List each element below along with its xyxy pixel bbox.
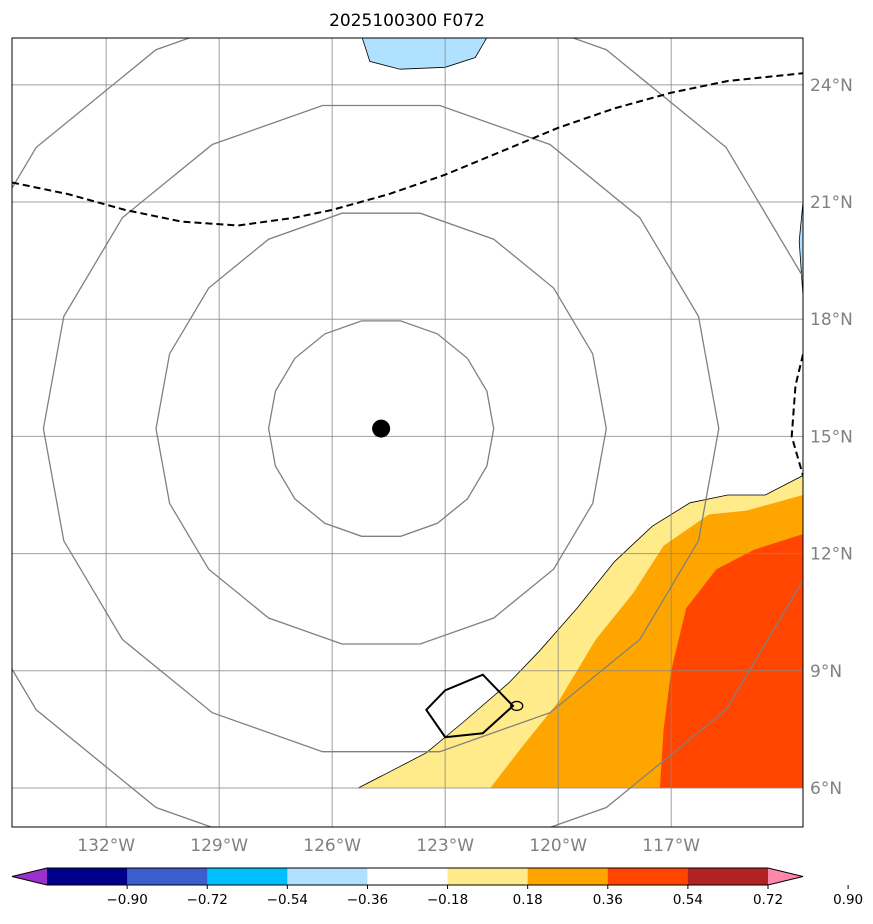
- colorbar-segment: [367, 868, 449, 885]
- colorbar-tick-label: −0.36: [347, 892, 388, 908]
- latitude-label: 6°N: [810, 779, 842, 799]
- colorbar-segment: [607, 868, 689, 885]
- latitude-label: 18°N: [810, 310, 853, 330]
- dashed-contour: [12, 72, 803, 227]
- map-title: 2025100300 F072: [329, 11, 485, 31]
- colorbar-segment: [127, 868, 208, 885]
- dashed-contour-east: [790, 354, 803, 476]
- longitude-label: 120°W: [529, 836, 587, 856]
- latitude-label: 9°N: [810, 662, 842, 682]
- longitude-label: 117°W: [642, 836, 700, 856]
- latitude-label: 12°N: [810, 545, 853, 565]
- map-plot-area: [12, 38, 803, 827]
- colorbar-tick-label: 0.36: [593, 892, 623, 908]
- colorbar-tick-label: 0.90: [833, 892, 863, 908]
- colorbar-tick-label: 0.54: [673, 892, 703, 908]
- colorbar-extend-high: [768, 868, 803, 885]
- center-marker: [372, 419, 391, 438]
- longitude-labels: 132°W 129°W 126°W 123°W 120°W 117°W: [77, 836, 700, 856]
- longitude-label: 132°W: [77, 836, 135, 856]
- map-frame: [11, 37, 804, 828]
- colorbar-tick-label: 0.18: [513, 892, 543, 908]
- range-ring: [155, 212, 607, 645]
- small-contour-polygon: [425, 673, 515, 739]
- colorbar-tick-label: 0.72: [753, 892, 783, 908]
- range-ring: [12, 38, 803, 827]
- colorbar-segment: [287, 868, 368, 885]
- colorbar-segment: [47, 868, 128, 885]
- colorbar-tick-label: −0.54: [267, 892, 308, 908]
- longitude-label: 123°W: [416, 836, 474, 856]
- longitude-label: 126°W: [303, 836, 361, 856]
- colorbar-extend-low: [12, 868, 47, 885]
- colorbar-segment: [447, 868, 529, 885]
- colorbar-outline: [11, 867, 804, 886]
- longitude-label: 129°W: [190, 836, 248, 856]
- colorbar-tick-label: −0.90: [106, 892, 147, 908]
- latitude-labels: 24°N 21°N 18°N 15°N 12°N 9°N 6°N: [810, 76, 853, 799]
- range-ring: [267, 320, 495, 537]
- latitude-label: 15°N: [810, 427, 853, 447]
- range-ring: [42, 104, 720, 753]
- colorbar-segment: [207, 868, 288, 885]
- latitude-label: 21°N: [810, 193, 853, 213]
- colorbar-segment: [687, 868, 769, 885]
- colorbar-tick-label: −0.18: [427, 892, 468, 908]
- colorbar-tick-label: −0.72: [187, 892, 228, 908]
- warm-fill-outline: [358, 475, 803, 789]
- colorbar-segment: [527, 868, 609, 885]
- colorbar: −0.90 −0.72 −0.54 −0.36 −0.18 0.18 0.36 0.54 0.7…: [11, 867, 863, 908]
- cool-fill-north: [361, 38, 488, 70]
- small-contour-loop: [510, 700, 524, 712]
- cool-fill-east: [798, 201, 803, 296]
- latitude-label: 24°N: [810, 76, 853, 96]
- fill-0.54-0.72: [659, 534, 803, 788]
